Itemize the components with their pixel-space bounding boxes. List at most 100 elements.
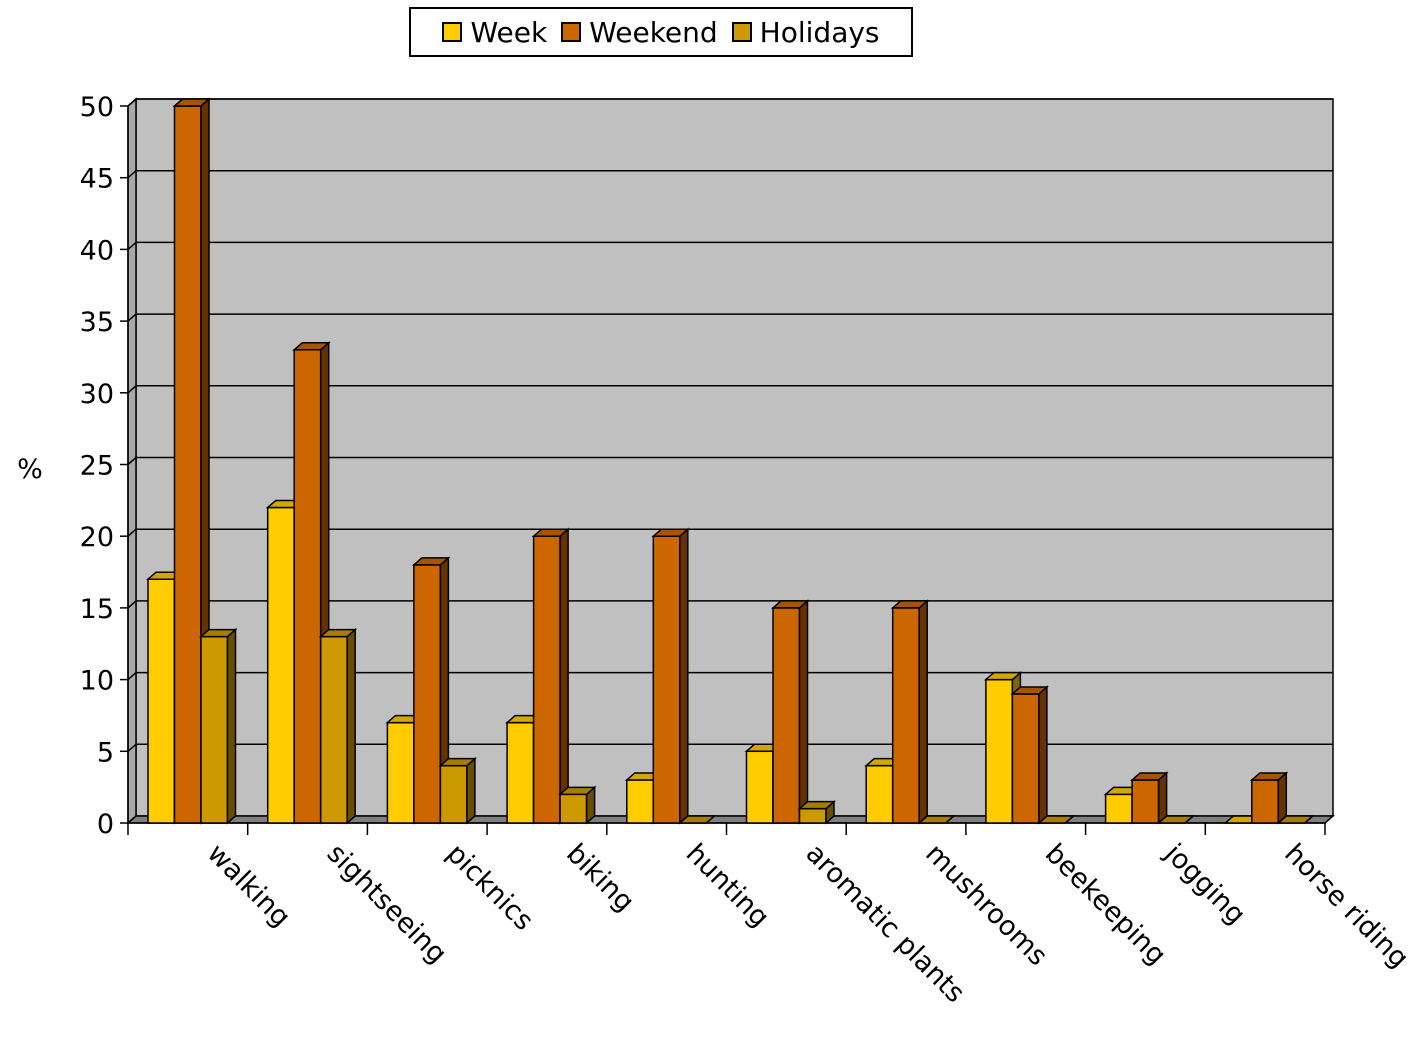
bar-holidays-horse-riding — [1276, 815, 1315, 824]
bar-side — [918, 599, 928, 825]
bar-top — [411, 557, 451, 566]
bar-top — [1036, 815, 1076, 824]
bar-top — [771, 600, 810, 609]
bar-top — [917, 815, 956, 824]
y-tick-label: 15 — [80, 594, 114, 625]
bar-group-walking — [146, 97, 238, 825]
bar-front — [439, 764, 468, 824]
y-tick-label: 0 — [97, 809, 114, 840]
bar-front — [1251, 779, 1280, 824]
bar-weekend-aromatic-plants — [771, 599, 810, 825]
bar-holidays-hunting — [677, 815, 717, 824]
x-category-label: hunting — [680, 838, 775, 933]
bar-group-horse-riding — [1223, 771, 1315, 825]
bar-front — [626, 779, 655, 824]
x-category-label: biking — [560, 838, 640, 918]
bar-top — [1276, 815, 1315, 824]
x-category-label: picknics — [440, 838, 539, 937]
bar-holidays-mushrooms — [917, 815, 956, 824]
bar-top — [1010, 686, 1049, 695]
bar-group-sightseeing — [265, 341, 358, 825]
gridline-side — [127, 743, 137, 752]
legend-label-holidays: Holidays — [759, 15, 880, 49]
bar-front — [652, 535, 681, 824]
bar-top — [1249, 772, 1289, 781]
x-category-label: walking — [201, 838, 296, 933]
bar-side — [559, 527, 569, 825]
bar-holidays-jogging — [1156, 815, 1196, 824]
bar-front — [386, 721, 415, 824]
bar-top — [1130, 772, 1169, 781]
bar-top — [1156, 815, 1196, 824]
gridline-side — [127, 241, 137, 250]
bar-front — [798, 807, 827, 824]
y-tick-label: 50 — [80, 92, 114, 123]
bar-top — [677, 815, 717, 824]
bar-top — [172, 98, 211, 107]
bar-weekend-hunting — [651, 527, 690, 825]
bar-group-beekeeping — [983, 670, 1076, 825]
x-category-label: jogging — [1158, 837, 1251, 930]
bar-front — [293, 349, 322, 824]
bar-group-hunting — [624, 527, 717, 825]
bar-front — [745, 750, 774, 824]
bar-group-mushrooms — [864, 599, 956, 825]
bar-front — [1011, 693, 1040, 824]
gridline-side — [127, 98, 137, 107]
bar-front — [1104, 793, 1133, 824]
bar-weekend-walking — [172, 97, 211, 825]
legend-swatch-week — [442, 22, 463, 42]
gridline-side — [127, 313, 137, 322]
x-category-label: horse riding — [1278, 838, 1414, 974]
bar-front — [865, 764, 894, 824]
bar-weekend-picknics — [411, 556, 451, 825]
bar-side — [466, 756, 476, 825]
y-axis-label: % — [17, 454, 43, 485]
bar-side — [1277, 771, 1288, 825]
bar-front — [532, 535, 561, 824]
gridline-side — [127, 600, 137, 609]
x-category-label: beekeeping — [1039, 838, 1172, 971]
y-tick-label: 5 — [97, 737, 114, 768]
bar-top — [292, 342, 331, 351]
gridline-side — [127, 528, 137, 537]
gridline-side — [127, 456, 137, 466]
bar-front — [266, 506, 295, 824]
bar-group-biking — [505, 527, 597, 825]
gridline-side — [127, 672, 137, 681]
legend-item-weekend: Weekend — [561, 15, 718, 49]
bar-top — [318, 628, 358, 638]
legend-swatch-weekend — [561, 22, 582, 42]
bar-holidays-picknics — [438, 756, 477, 825]
bar-group-aromatic-plants — [744, 599, 836, 825]
bar-side — [1038, 685, 1048, 825]
y-tick-label: 25 — [80, 451, 114, 482]
bar-side — [226, 627, 237, 825]
bar-holidays-beekeeping — [1036, 815, 1076, 824]
bar-front — [559, 793, 588, 824]
bar-top — [797, 800, 836, 810]
bar-group-picknics — [385, 556, 477, 825]
bar-top — [558, 786, 597, 796]
bar-weekend-sightseeing — [292, 341, 331, 825]
bar-weekend-mushrooms — [890, 599, 930, 825]
y-tick-label: 10 — [80, 666, 114, 697]
bar-holidays-aromatic-plants — [797, 800, 836, 825]
y-tick-label: 30 — [80, 379, 114, 410]
x-category-label: mushrooms — [919, 838, 1053, 972]
y-tick-label: 35 — [80, 307, 114, 338]
bar-weekend-beekeeping — [1010, 685, 1049, 825]
bar-holidays-walking — [199, 627, 238, 825]
bar-top — [438, 757, 477, 767]
bar-top — [651, 528, 690, 537]
bar-front — [173, 105, 202, 824]
bar-weekend-jogging — [1130, 771, 1169, 825]
bar-front — [891, 607, 920, 824]
bar-front — [147, 578, 176, 824]
bar-holidays-sightseeing — [318, 627, 358, 825]
legend-label-weekend: Weekend — [589, 15, 718, 49]
gridline-side — [127, 385, 137, 394]
bar-front — [985, 678, 1014, 824]
bar-front — [1131, 779, 1160, 824]
